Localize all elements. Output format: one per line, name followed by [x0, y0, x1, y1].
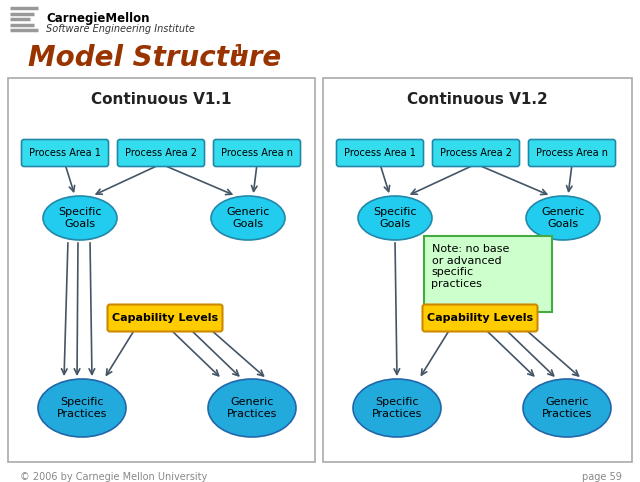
Text: Specific
Goals: Specific Goals	[58, 207, 102, 229]
Text: Process Area 2: Process Area 2	[440, 148, 512, 158]
Text: Capability Levels: Capability Levels	[427, 313, 533, 323]
Text: Specific
Practices: Specific Practices	[57, 397, 107, 419]
Text: Continuous V1.2: Continuous V1.2	[407, 92, 548, 107]
Text: Generic
Goals: Generic Goals	[541, 207, 585, 229]
Text: Generic
Practices: Generic Practices	[542, 397, 592, 419]
FancyBboxPatch shape	[22, 139, 109, 166]
Text: Process Area 2: Process Area 2	[125, 148, 197, 158]
Bar	[323, 78, 632, 462]
Text: Continuous V1.1: Continuous V1.1	[92, 92, 232, 107]
FancyBboxPatch shape	[529, 139, 616, 166]
Ellipse shape	[526, 196, 600, 240]
Text: Software Engineering Institute: Software Engineering Institute	[46, 24, 195, 34]
Text: Specific
Goals: Specific Goals	[373, 207, 417, 229]
Text: © 2006 by Carnegie Mellon University: © 2006 by Carnegie Mellon University	[20, 472, 207, 482]
Text: Process Area n: Process Area n	[536, 148, 608, 158]
Text: Process Area 1: Process Area 1	[344, 148, 416, 158]
FancyBboxPatch shape	[433, 139, 520, 166]
Ellipse shape	[208, 379, 296, 437]
Ellipse shape	[43, 196, 117, 240]
Bar	[8, 78, 315, 462]
Text: 1: 1	[233, 44, 243, 59]
FancyBboxPatch shape	[424, 236, 552, 312]
Text: Capability Levels: Capability Levels	[112, 313, 218, 323]
FancyBboxPatch shape	[422, 305, 538, 332]
Text: Note: no base
or advanced
specific
practices: Note: no base or advanced specific pract…	[431, 244, 509, 289]
FancyBboxPatch shape	[214, 139, 301, 166]
Text: page 59: page 59	[582, 472, 622, 482]
Text: CarnegieMellon: CarnegieMellon	[46, 12, 150, 25]
Ellipse shape	[38, 379, 126, 437]
Text: Specific
Practices: Specific Practices	[372, 397, 422, 419]
Text: Model Structure: Model Structure	[28, 44, 281, 72]
FancyBboxPatch shape	[108, 305, 223, 332]
FancyBboxPatch shape	[337, 139, 424, 166]
FancyBboxPatch shape	[118, 139, 205, 166]
Ellipse shape	[353, 379, 441, 437]
Text: Process Area 1: Process Area 1	[29, 148, 101, 158]
Text: Generic
Practices: Generic Practices	[227, 397, 277, 419]
Ellipse shape	[358, 196, 432, 240]
Text: Generic
Goals: Generic Goals	[227, 207, 269, 229]
Ellipse shape	[211, 196, 285, 240]
Ellipse shape	[523, 379, 611, 437]
Text: Process Area n: Process Area n	[221, 148, 293, 158]
